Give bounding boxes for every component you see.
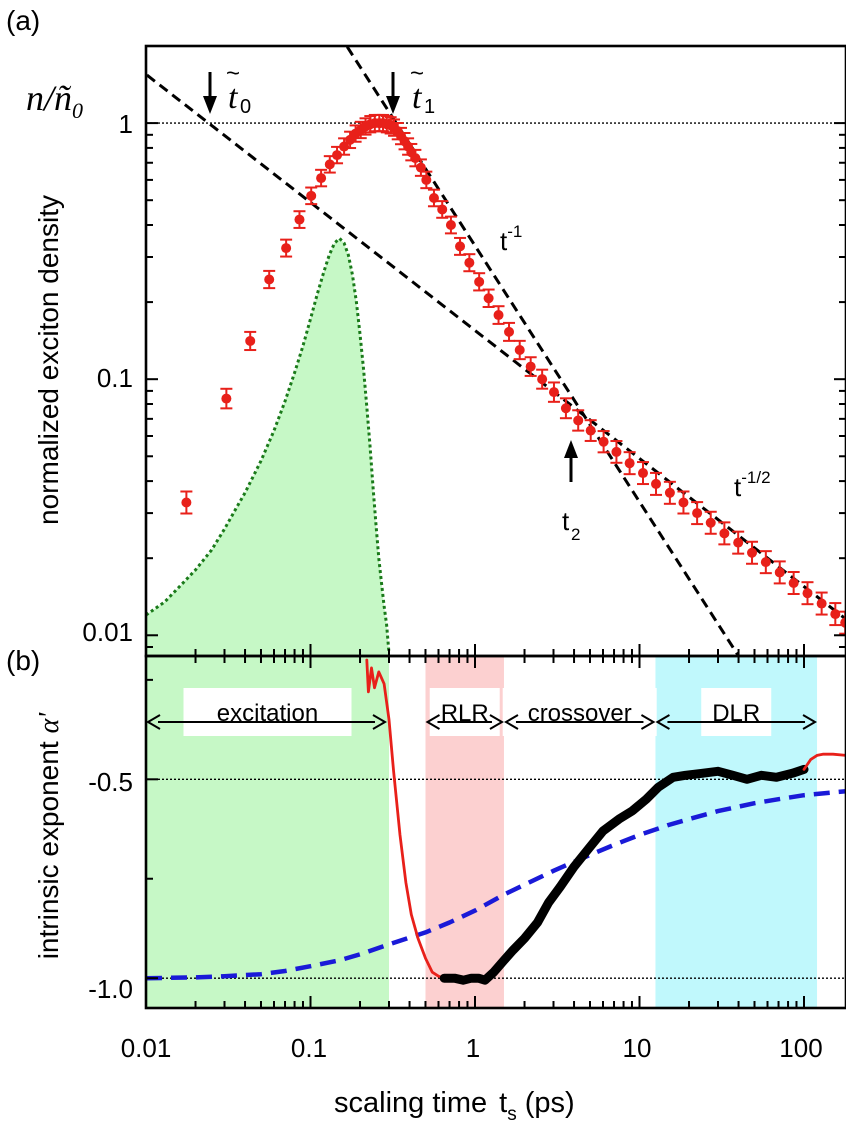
y-axis-title-a: normalized exciton density xyxy=(33,195,64,525)
svg-text:0: 0 xyxy=(240,96,251,118)
svg-text:t: t xyxy=(562,506,570,536)
x-tick-label-0p01: 0.01 xyxy=(121,1033,172,1063)
series-measured-exponent xyxy=(365,658,446,980)
exponent-series xyxy=(146,658,846,985)
data-point xyxy=(244,330,257,352)
region-label-box xyxy=(502,688,657,736)
data-point xyxy=(610,440,623,464)
data-point xyxy=(815,591,828,616)
data-point xyxy=(482,288,495,308)
data-point xyxy=(492,305,505,325)
data-point xyxy=(513,339,526,361)
svg-text:~: ~ xyxy=(410,60,424,87)
y-tick-label-a-0p1: 0.1 xyxy=(97,363,133,393)
data-point xyxy=(263,269,276,290)
svg-text:~: ~ xyxy=(226,60,240,87)
svg-text:1: 1 xyxy=(424,96,435,118)
data-point xyxy=(691,501,704,526)
y-axis-title-b: intrinsic exponentα' xyxy=(33,712,65,960)
data-point xyxy=(732,530,745,555)
data-point xyxy=(677,490,690,515)
measured-points xyxy=(180,113,846,635)
panel-a-label: (a) xyxy=(6,5,40,36)
data-point xyxy=(584,419,597,442)
data-point xyxy=(801,581,814,606)
panel-a xyxy=(146,46,846,656)
panel-b-label: (b) xyxy=(6,645,40,676)
data-point xyxy=(547,381,560,403)
panel-b-frame xyxy=(144,654,846,1010)
regime-arrows xyxy=(146,714,818,730)
data-point xyxy=(454,236,467,256)
region-label-box xyxy=(183,688,352,736)
data-point xyxy=(444,215,457,235)
data-point xyxy=(315,168,328,188)
series-measured-exponent xyxy=(802,752,846,771)
data-point xyxy=(559,397,572,420)
data-point xyxy=(436,200,449,219)
x-tick-label-0p1: 0.1 xyxy=(291,1033,327,1063)
x-axis-title: scaling time ts (ps) xyxy=(334,1087,575,1125)
y-tick-label-a-1: 1 xyxy=(119,109,133,139)
slope-label-t-minus-half: t-1/2 xyxy=(734,468,771,502)
region-label-box xyxy=(429,688,500,736)
data-point xyxy=(427,188,440,208)
region-arrow xyxy=(655,714,818,730)
y-tick-label-b-minus-half: -0.5 xyxy=(88,767,133,797)
data-point xyxy=(180,490,193,515)
annotation-t0: t ~ 0 xyxy=(203,60,251,118)
data-point xyxy=(623,451,636,476)
data-point xyxy=(759,550,772,575)
slope-label-t-minus-1: t-1 xyxy=(500,222,522,256)
svg-text:t: t xyxy=(412,79,423,116)
y-tick-label-a-0p01: 0.01 xyxy=(82,617,133,647)
panel-b: excitation RLR crossover DLR xyxy=(146,656,846,1008)
data-point xyxy=(536,368,549,390)
region-arrow xyxy=(146,714,387,730)
guide-lines xyxy=(146,46,846,656)
region-arrow xyxy=(425,714,504,730)
series-model xyxy=(146,788,846,981)
data-point xyxy=(746,540,759,565)
data-point xyxy=(305,186,318,206)
data-point xyxy=(650,471,663,496)
annotation-t2: t 2 xyxy=(562,440,580,544)
data-point xyxy=(473,272,486,292)
x-tick-label-1: 1 xyxy=(466,1033,480,1063)
data-point xyxy=(503,321,516,342)
excitation-area xyxy=(146,238,389,656)
data-point xyxy=(663,480,676,505)
data-point xyxy=(463,253,476,273)
data-point xyxy=(597,430,610,454)
data-point xyxy=(704,510,717,535)
data-point xyxy=(718,521,731,546)
excitation-curve xyxy=(146,236,391,654)
region-label-box xyxy=(701,688,772,736)
x-tick-label-10: 10 xyxy=(623,1033,652,1063)
region-arrow xyxy=(503,714,656,730)
guide-line-2 xyxy=(146,72,846,622)
data-point xyxy=(280,238,293,258)
svg-text:t: t xyxy=(228,79,239,116)
x-tick-label-100: 100 xyxy=(779,1033,822,1063)
data-point xyxy=(420,170,433,190)
data-point xyxy=(636,461,649,486)
data-point xyxy=(220,387,233,410)
series-measured-exponent-bold- xyxy=(439,764,809,985)
data-point xyxy=(524,356,537,377)
y-tick-label-b-minus-one: -1.0 xyxy=(88,974,133,1004)
guide-line-1 xyxy=(344,46,741,656)
svg-text:2: 2 xyxy=(571,525,580,544)
annotation-t1: t ~ 1 xyxy=(386,60,435,118)
data-point xyxy=(773,560,786,585)
data-point xyxy=(293,210,306,229)
data-point xyxy=(572,409,585,432)
data-point xyxy=(829,602,842,627)
normalized-density-symbol: n/ñ0 xyxy=(26,78,83,123)
data-point xyxy=(787,571,800,596)
excitation-profile-fill xyxy=(146,236,391,656)
axis-ticks xyxy=(145,45,846,1008)
